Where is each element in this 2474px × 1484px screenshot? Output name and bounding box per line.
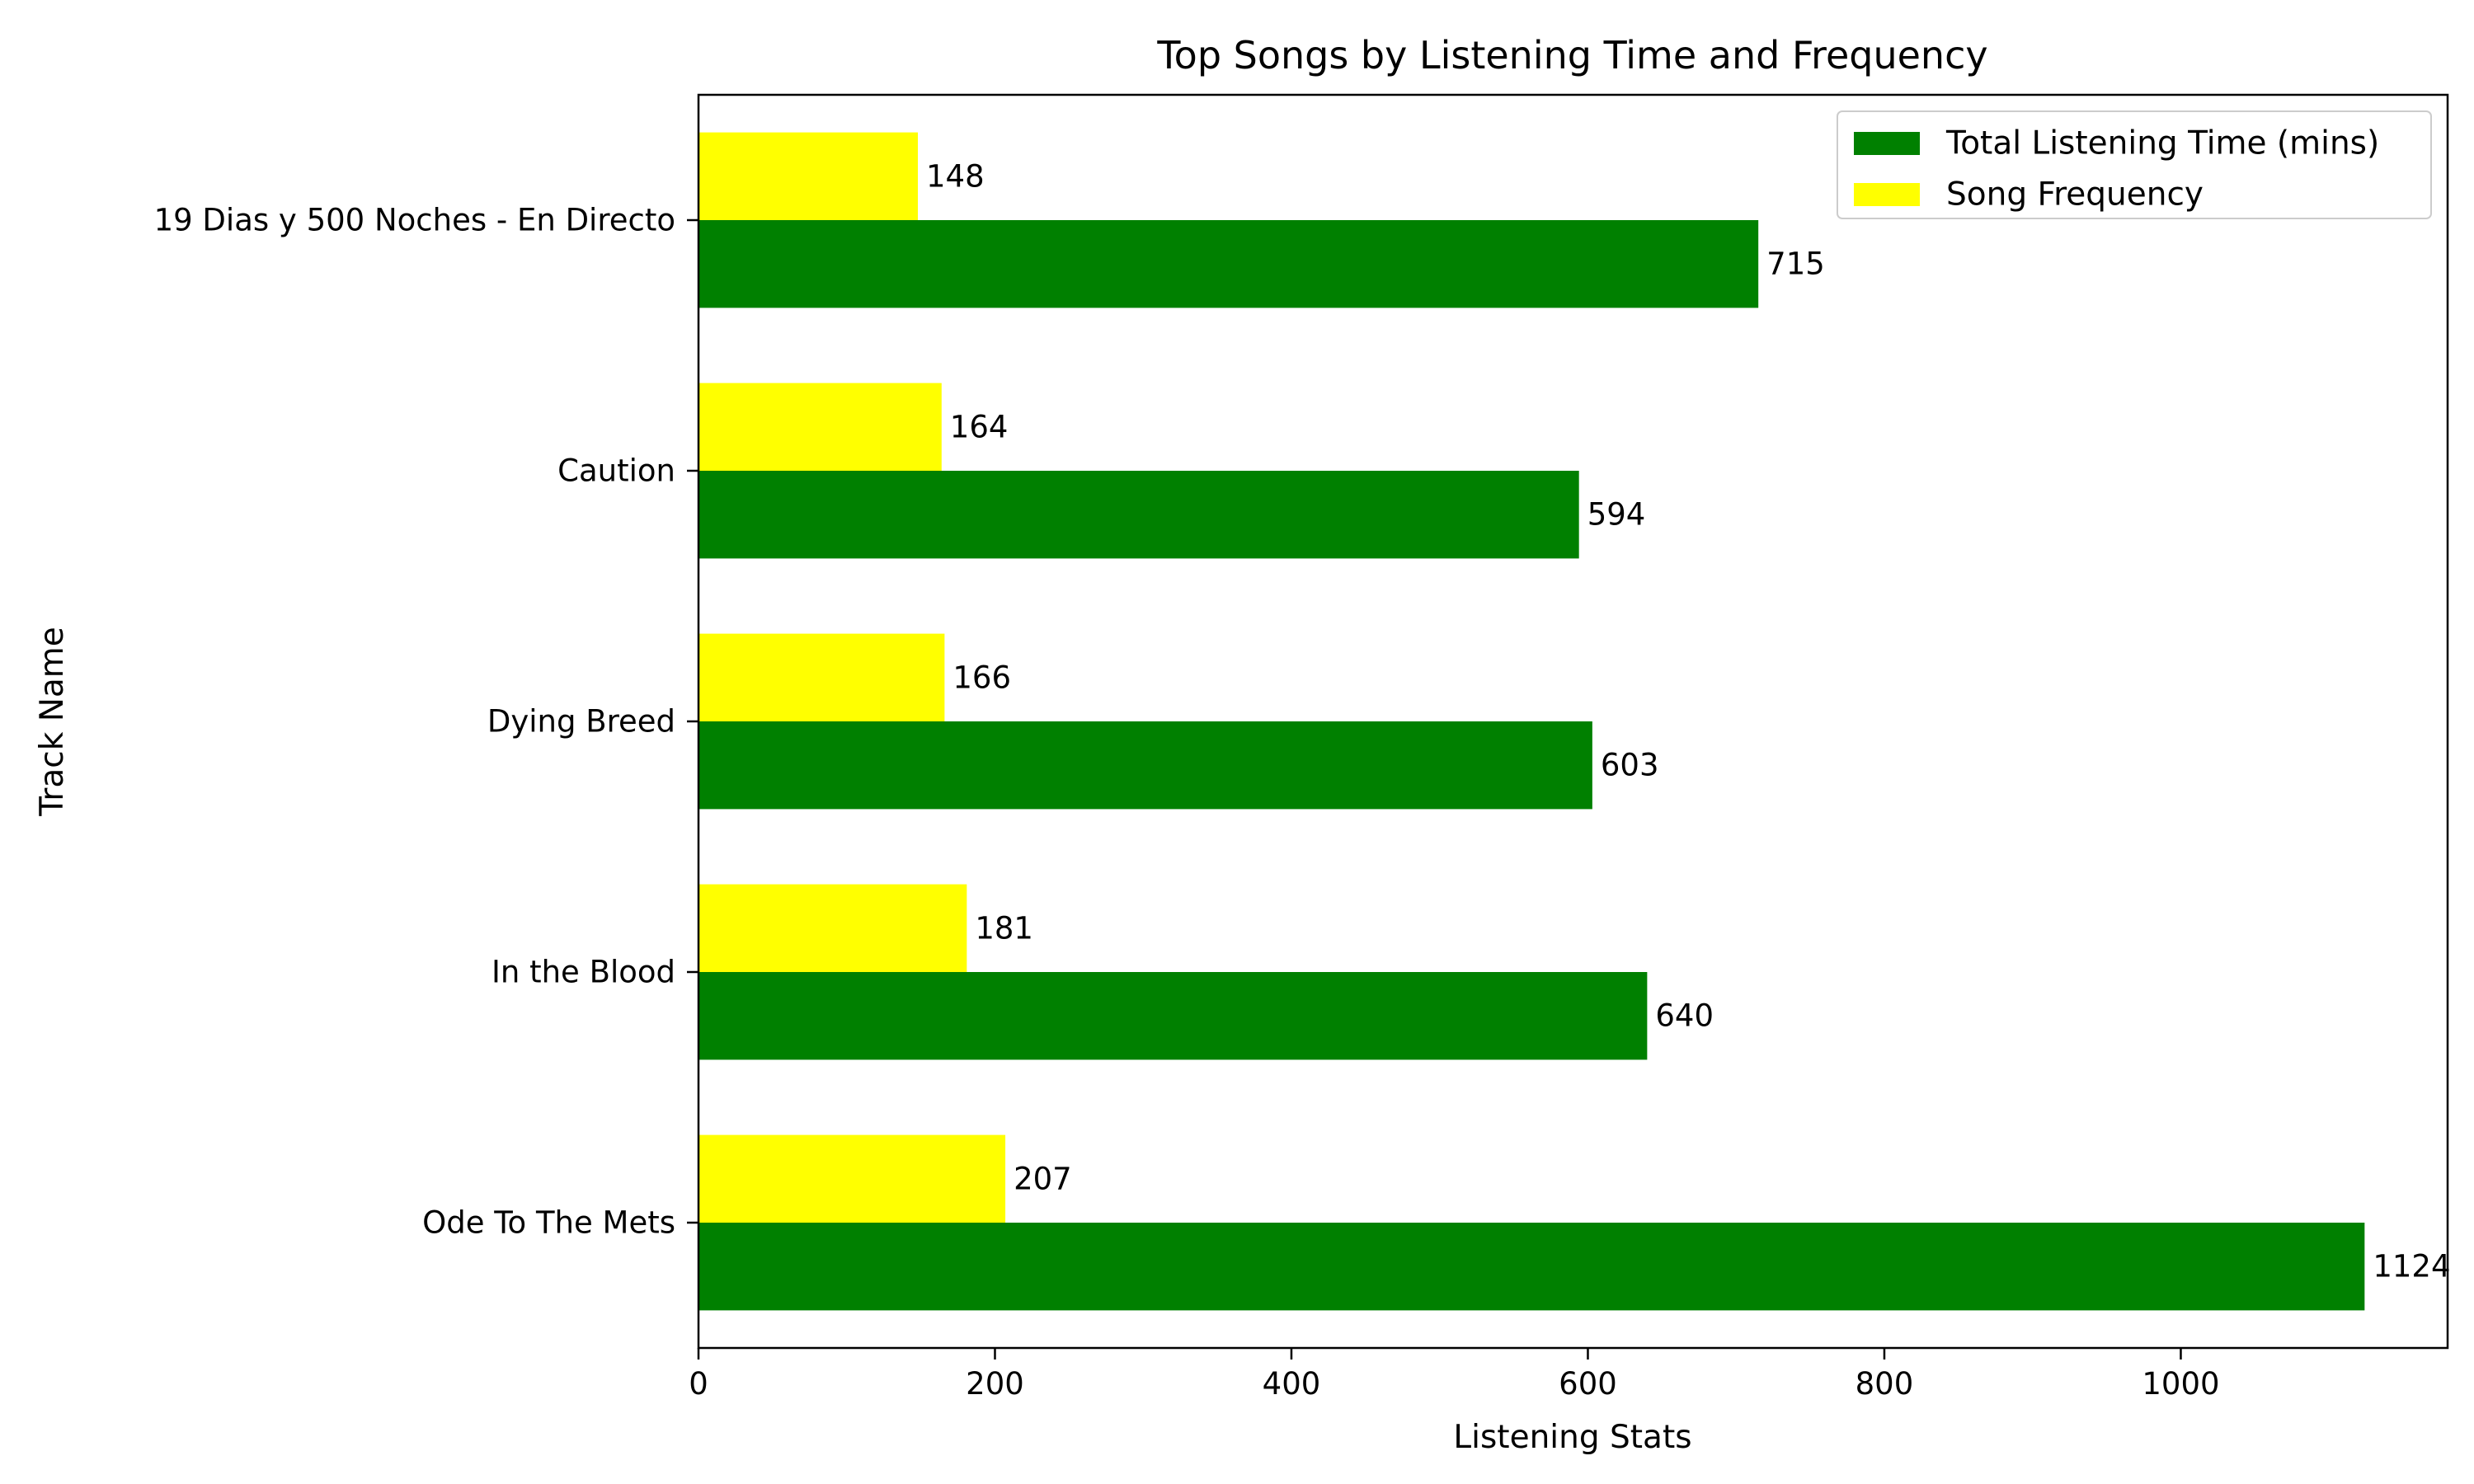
legend-swatch-total-listening-time-mins: [1854, 132, 1920, 155]
bars-group: [698, 132, 2365, 1311]
bar-song-frequency-in-the-blood: [698, 884, 967, 972]
data-label-song-frequency-dying-breed: 166: [952, 660, 1011, 695]
data-label-total-listening-time-mins-19-dias-y-500-noches-en-directo: 715: [1766, 247, 1825, 282]
legend-label-total-listening-time-mins: Total Listening Time (mins): [1945, 125, 2379, 162]
x-tick-label-1000: 1000: [2142, 1366, 2219, 1402]
bar-song-frequency-19-dias-y-500-noches-en-directo: [698, 132, 919, 220]
data-label-song-frequency-ode-to-the-mets: 207: [1014, 1161, 1072, 1196]
x-tick-label-400: 400: [1263, 1366, 1321, 1402]
y-axis: 19 Dias y 500 Noches - En Directo Caution…: [154, 203, 698, 1241]
data-label-total-listening-time-mins-in-the-blood: 640: [1655, 998, 1714, 1034]
y-tick-label-dying-breed: Dying Breed: [487, 704, 675, 740]
data-label-total-listening-time-mins-dying-breed: 603: [1601, 748, 1659, 783]
legend: Total Listening Time (mins) Song Frequenc…: [1837, 110, 2432, 219]
data-label-song-frequency-caution: 164: [950, 409, 1009, 444]
plot-frame: [697, 93, 2449, 1350]
bar-total-listening-time-mins-19-dias-y-500-noches-en-directo: [698, 220, 1759, 308]
chart-title: Top Songs by Listening Time and Frequenc…: [1156, 33, 1987, 77]
x-tick-label-200: 200: [966, 1366, 1024, 1402]
data-label-song-frequency-19-dias-y-500-noches-en-directo: 148: [926, 158, 985, 194]
x-tick-label-0: 0: [689, 1366, 708, 1402]
bar-total-listening-time-mins-ode-to-the-mets: [698, 1223, 2365, 1311]
bar-song-frequency-caution: [698, 383, 942, 471]
bar-song-frequency-ode-to-the-mets: [698, 1134, 1006, 1223]
x-tick-label-600: 600: [1559, 1366, 1617, 1402]
data-label-total-listening-time-mins-caution: 594: [1587, 497, 1646, 533]
bar-total-listening-time-mins-caution: [698, 471, 1579, 559]
y-axis-label: Track Name: [34, 627, 71, 817]
legend-box: [1837, 110, 2432, 219]
y-tick-label-caution: Caution: [557, 453, 675, 489]
data-label-song-frequency-in-the-blood: 181: [975, 910, 1033, 946]
y-tick-label-ode-to-the-mets: Ode To The Mets: [422, 1205, 675, 1241]
bar-total-listening-time-mins-dying-breed: [698, 721, 1592, 810]
y-tick-label-19-dias-y-500-noches-en-directo: 19 Dias y 500 Noches - En Directo: [154, 203, 675, 238]
bar-total-listening-time-mins-in-the-blood: [698, 972, 1648, 1060]
legend-label-song-frequency: Song Frequency: [1946, 176, 2204, 214]
data-label-total-listening-time-mins-ode-to-the-mets: 1124: [2373, 1249, 2450, 1284]
x-axis: 0 200 400 600 800 1000: [689, 1348, 2220, 1402]
y-tick-label-in-the-blood: In the Blood: [492, 955, 675, 990]
legend-swatch-song-frequency: [1854, 183, 1920, 206]
data-labels-group: 715 148 594 164 603 166 640 181 1124 207: [926, 158, 2450, 1284]
bar-song-frequency-dying-breed: [698, 633, 945, 721]
x-tick-label-800: 800: [1856, 1366, 1914, 1402]
x-axis-label: Listening Stats: [1453, 1419, 1691, 1456]
